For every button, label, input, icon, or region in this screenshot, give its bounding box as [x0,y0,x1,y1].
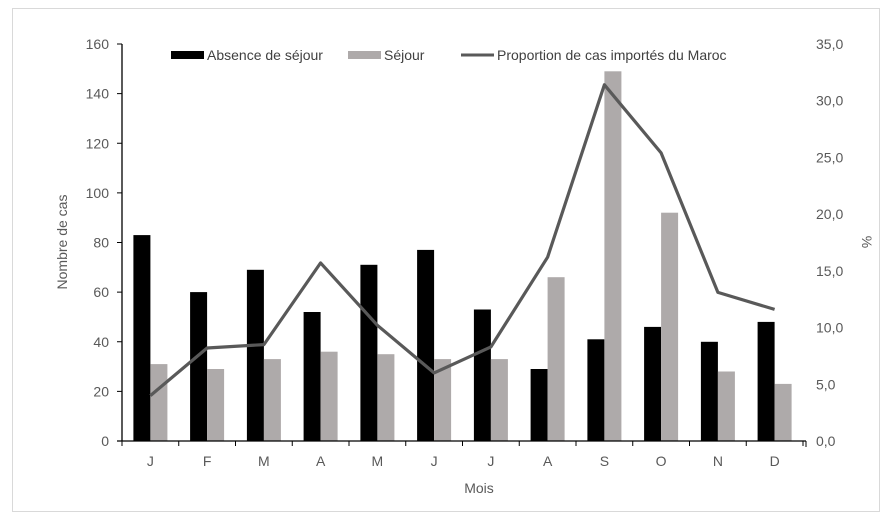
legend-item: Séjour [348,47,425,63]
bar-series-group [133,71,792,442]
bar-sejour [604,71,622,442]
y-tick-label: 20 [93,383,109,399]
y2-tick-label: 35,0 [816,36,843,52]
y-tick-label: 60 [93,284,109,300]
x-tick-label: N [713,453,723,469]
x-tick-label: J [147,453,154,469]
x-tick-label: D [770,453,780,469]
y-tick-label: 140 [86,86,110,102]
legend: Absence de séjour Séjour Proportion de cas… [171,47,727,63]
bar-sejour [150,364,168,441]
bar-absence-sejour [757,321,775,441]
y-tick-label: 120 [86,135,110,151]
bar-sejour [263,359,281,441]
y2-tick-label: 0,0 [816,433,836,449]
y-tick-label: 40 [93,334,109,350]
legend-label: Séjour [384,47,425,63]
x-tick-label: A [316,453,326,469]
bar-sejour [661,212,679,441]
legend-item: Proportion de cas importés du Maroc [461,47,727,63]
bar-absence-sejour [190,292,208,441]
y-tick-label: 100 [86,185,110,201]
line-proportion-maroc [149,83,776,397]
y2-tick-label: 20,0 [816,206,843,222]
x-tick-label: O [656,453,667,469]
bar-sejour [207,369,225,441]
y-tick-label: 0 [101,433,109,449]
x-tick-label: J [487,453,494,469]
y-tick-label: 80 [93,235,109,251]
bar-absence-sejour [473,309,491,441]
x-axis-title: Mois [464,480,494,496]
y2-tick-label: 25,0 [816,149,843,165]
bar-absence-sejour [360,264,378,441]
bar-absence-sejour [133,235,151,441]
legend-label: Proportion de cas importés du Maroc [497,47,727,63]
y2-tick-label: 5,0 [816,376,836,392]
bar-absence-sejour [417,249,435,441]
y2-tick-label: 15,0 [816,263,843,279]
legend-item: Absence de séjour [171,47,323,63]
y2-tick-label: 30,0 [816,93,843,109]
bar-sejour [377,354,395,441]
bar-absence-sejour [700,341,718,442]
line-series-group [149,83,776,397]
bar-absence-sejour [644,326,662,441]
bar-absence-sejour [303,312,321,441]
bar-absence-sejour [530,369,548,441]
y2-axis-title: % [859,236,875,248]
bar-sejour [717,371,735,441]
y-axis-title: Nombre de cas [54,195,70,290]
bar-sejour [434,359,452,441]
bar-sejour [774,383,792,441]
bar-absence-sejour [587,339,605,441]
bar-absence-sejour [246,269,264,441]
x-tick-label: A [543,453,553,469]
bar-sejour [547,277,565,441]
bar-sejour [320,351,338,441]
legend-swatch-icon [171,51,204,59]
x-tick-label: M [372,453,384,469]
y-tick-label: 160 [86,36,110,52]
x-tick-label: J [431,453,438,469]
axes-group: 0 20 40 60 80 100 120 140 160 0,0 5,0 10,0 15,0 20,0 2… [86,36,844,469]
x-tick-label: S [600,453,609,469]
x-tick-label: F [203,453,212,469]
legend-label: Absence de séjour [207,47,323,63]
y2-tick-label: 10,0 [816,320,843,336]
bar-sejour [490,359,508,441]
legend-swatch-icon [348,51,381,59]
x-tick-label: M [258,453,270,469]
